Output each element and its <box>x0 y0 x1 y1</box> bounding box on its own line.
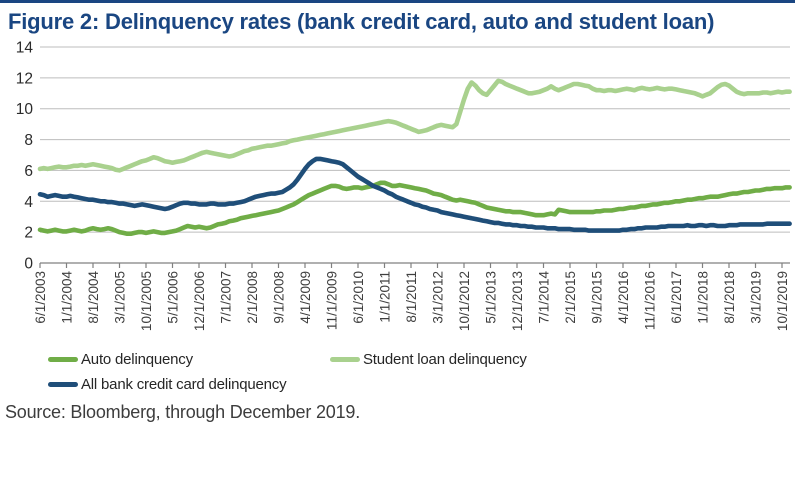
x-axis-tick-label: 3/1/2005 <box>113 271 128 324</box>
figure-title: Figure 2: Delinquency rates (bank credit… <box>8 9 715 34</box>
source-note: Source: Bloomberg, through December 2019… <box>5 402 361 423</box>
x-axis-tick-label: 1/1/2018 <box>696 271 711 324</box>
x-axis-tick-label: 2/1/2008 <box>245 271 260 324</box>
x-axis-tick-label: 3/1/2019 <box>749 271 764 324</box>
x-axis-tick-label: 2/1/2015 <box>563 271 578 324</box>
x-axis-tick-label: 11/1/2009 <box>325 271 340 330</box>
series-line-auto-delinquency <box>37 180 792 237</box>
x-axis-tick-label: 11/1/2016 <box>643 271 658 330</box>
x-axis-tick-label: 9/1/2015 <box>590 271 605 324</box>
x-axis-tick-label: 6/1/2010 <box>351 271 366 324</box>
y-axis-tick-label: 10 <box>16 102 34 119</box>
x-axis-tick-label: 10/1/2005 <box>139 271 154 331</box>
series-line-student-loan-delinquency <box>37 78 792 174</box>
legend-item-auto: Auto delinquency <box>48 348 193 370</box>
y-axis-tick-label: 12 <box>16 71 33 88</box>
y-axis-tick-label: 6 <box>24 163 33 180</box>
y-axis-tick-label: 8 <box>24 132 33 149</box>
x-axis-tick-label: 9/1/2008 <box>272 271 287 324</box>
x-axis-tick-label: 1/1/2004 <box>60 271 75 324</box>
x-axis-tick-label: 10/1/2019 <box>775 271 790 331</box>
x-axis-tick-label: 8/1/2004 <box>86 271 101 324</box>
x-axis-tick-label: 4/1/2009 <box>298 271 313 324</box>
student-loan-delinquency-swatch <box>330 356 360 362</box>
x-axis-tick-label: 6/1/2017 <box>669 271 684 324</box>
auto-delinquency-swatch <box>48 356 78 362</box>
x-axis-tick-label: 4/1/2016 <box>616 271 631 324</box>
x-axis-tick-label: 12/1/2013 <box>510 271 525 331</box>
x-axis-tick-label: 5/1/2006 <box>166 271 181 324</box>
series-line-all-bank-credit-card-delinquency <box>37 156 792 234</box>
x-axis-tick-label: 6/1/2003 <box>33 271 48 324</box>
x-axis-tick-label: 12/1/2006 <box>192 271 207 331</box>
chart-legend: Auto delinquency Student loan delinquenc… <box>0 346 795 398</box>
credit-card-delinquency-swatch <box>48 381 78 387</box>
x-axis-tick-label: 8/1/2011 <box>404 271 419 323</box>
chart-area: 0 2 4 6 8 10 12 14 6/1/2003 1/1/2004 8/1/2004 3/1/2… <box>0 39 795 352</box>
top-border-rule <box>0 0 795 3</box>
legend-label-auto: Auto delinquency <box>81 350 193 368</box>
x-axis-tick-label: 7/1/2007 <box>219 271 234 324</box>
x-axis-tick-label: 3/1/2012 <box>431 271 446 324</box>
legend-label-credit-card: All bank credit card delinquency <box>81 375 287 393</box>
y-axis-tick-label: 2 <box>24 225 33 242</box>
x-axis-tick-label: 8/1/2018 <box>722 271 737 324</box>
legend-label-student-loan: Student loan delinquency <box>363 350 527 368</box>
legend-item-credit-card: All bank credit card delinquency <box>48 373 287 395</box>
y-axis-tick-label: 4 <box>24 194 33 211</box>
x-axis-tick-label: 1/1/2011 <box>378 271 393 323</box>
x-axis-tick-label: 7/1/2014 <box>537 271 552 324</box>
y-axis-tick-label: 14 <box>16 40 34 57</box>
x-axis-tick-label: 5/1/2013 <box>484 271 499 324</box>
y-axis-tick-label: 0 <box>24 256 33 273</box>
delinquency-line-chart: 0 2 4 6 8 10 12 14 6/1/2003 1/1/2004 8/1/2004 3/1/2… <box>16 40 792 331</box>
x-axis-tick-label: 10/1/2012 <box>457 271 472 331</box>
legend-item-student-loan: Student loan delinquency <box>330 348 527 370</box>
